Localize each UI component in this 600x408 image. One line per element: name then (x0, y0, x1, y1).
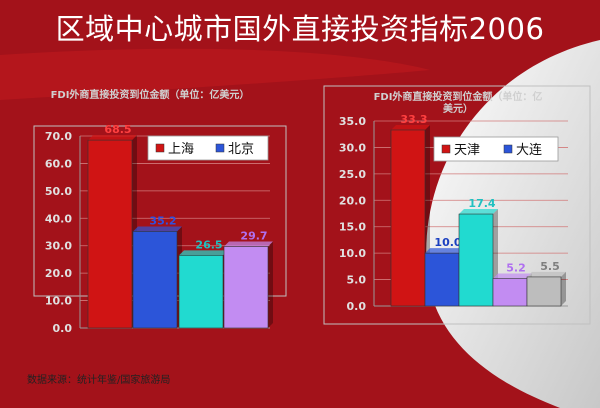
legend-swatch (215, 143, 225, 153)
legend-box (433, 136, 559, 162)
plot-frame (323, 85, 591, 325)
data-label: 68.5 (104, 123, 131, 136)
legend-label: 大连 (516, 142, 542, 158)
y-tick-label: 60.0 (45, 157, 72, 170)
y-tick-label: 35.0 (339, 115, 366, 128)
bar-top (459, 209, 498, 215)
data-label: 5.5 (540, 260, 560, 273)
y-tick-label: 70.0 (45, 130, 72, 143)
bar (132, 231, 178, 329)
data-label: 35.2 (149, 214, 176, 227)
source-note: 数据来源：统计年鉴/国家旅游局 (27, 375, 171, 386)
bar (87, 139, 133, 329)
y-tick-label: 10.0 (339, 247, 366, 260)
legend-label: 天津 (454, 143, 480, 158)
chart-title-line-1: FDI外商直接投资到位金额（单位：亿 (374, 90, 543, 103)
legend-label: 北京 (228, 142, 254, 157)
bar-top (527, 271, 566, 277)
legend-swatch (155, 143, 165, 153)
bar-side (268, 241, 273, 328)
data-label: 5.2 (506, 262, 526, 275)
legend-swatch (503, 144, 513, 154)
chart-title: FDI外商直接投资到位金额（单位：亿美元） (51, 88, 250, 101)
bar-top (224, 241, 273, 247)
legend-box (147, 135, 269, 161)
y-tick-label: 20.0 (45, 267, 72, 280)
data-label: 17.4 (468, 197, 495, 210)
y-tick-label: 15.0 (339, 221, 366, 234)
bar (526, 276, 562, 307)
y-tick-label: 50.0 (45, 185, 72, 198)
data-label: 33.3 (400, 113, 427, 126)
data-label: 10.0 (434, 236, 461, 249)
y-tick-label: 30.0 (45, 240, 72, 253)
legend-swatch (441, 144, 451, 154)
y-tick-label: 30.0 (339, 141, 366, 154)
bar-top (391, 124, 430, 130)
chart-shanghai-beijing: FDI外商直接投资到位金额（单位：亿美元） 0.0 10.0 20.0 30.0 40.0… (33, 88, 287, 335)
y-tick-label: 10.0 (45, 295, 72, 308)
y-tick-label: 40.0 (45, 212, 72, 225)
y-tick-label: 0.0 (347, 300, 367, 313)
bar (390, 129, 426, 307)
data-label: 29.7 (240, 230, 267, 243)
bar (424, 252, 460, 307)
legend-label: 上海 (168, 142, 194, 157)
y-tick-label: 0.0 (53, 322, 73, 335)
bar (223, 246, 269, 329)
bar-top (133, 226, 182, 232)
chart-tianjin-dalian: FDI外商直接投资到位金额（单位：亿美元） 0.0 5.0 10.0 15.0 20.0 2… (323, 85, 591, 325)
y-tick-label: 5.0 (347, 274, 367, 287)
bar (458, 213, 494, 307)
data-label: 26.5 (195, 238, 222, 251)
bar-top (179, 250, 228, 256)
bar (492, 278, 528, 307)
bar (178, 255, 224, 329)
page-title: 区域中心城市国外直接投资指标2006 (55, 12, 545, 46)
y-tick-label: 25.0 (339, 168, 366, 181)
bar-top (88, 135, 137, 141)
y-tick-label: 20.0 (339, 194, 366, 207)
bar-top (493, 273, 532, 279)
bar-top (425, 248, 464, 254)
bar-side (561, 271, 566, 306)
chart-title-line-2: 美元） (443, 102, 473, 115)
